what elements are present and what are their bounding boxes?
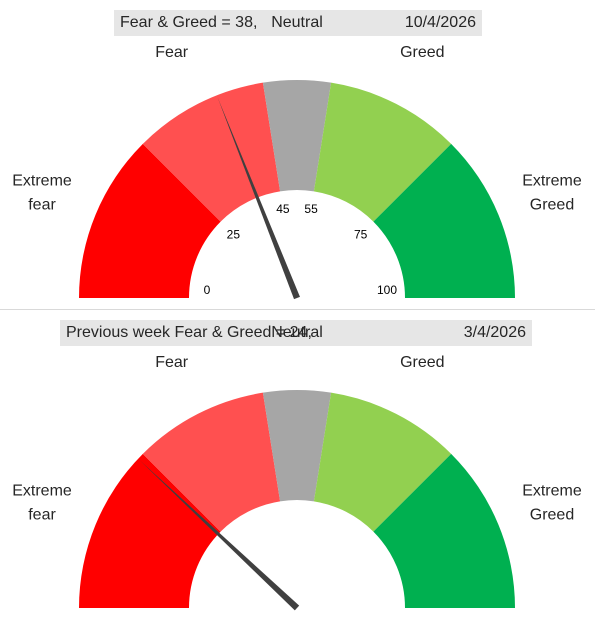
gauge-date: 10/4/2026 — [404, 14, 476, 31]
band-extreme-fear — [79, 453, 221, 608]
band-neutral — [262, 80, 332, 192]
current-gauge-chart: Extreme fear Fear Neutral Greed Extreme Greed 0… — [12, 14, 582, 300]
band-extreme-greed — [373, 143, 515, 298]
zone-label-greed: Greed — [400, 354, 444, 371]
zone-label-extreme-greed: Extreme Greed — [522, 172, 582, 213]
tick-label-45: 45 — [276, 202, 290, 216]
band-fear — [142, 392, 281, 532]
tick-label-75: 75 — [354, 227, 368, 241]
tick-label-25: 25 — [227, 227, 241, 241]
band-extreme-greed — [373, 453, 515, 608]
band-greed — [313, 82, 452, 222]
previous-gauge-panel: Previous week Fear & Greed = 24, 3/4/202… — [0, 310, 595, 620]
gauge-title-bar: Previous week Fear & Greed = 24, 3/4/202… — [60, 320, 532, 346]
panel-divider — [0, 309, 595, 310]
previous-gauge-chart: Extreme fear Fear Neutral Greed Extreme Greed — [12, 324, 582, 611]
zone-label-extreme-fear: Extreme fear — [12, 172, 72, 213]
gauge-needle — [217, 97, 300, 300]
current-gauge-panel: Fear & Greed = 38, 10/4/2026 Extreme fear… — [0, 0, 595, 310]
zone-label-extreme-greed: Extreme Greed — [522, 482, 582, 523]
gauge-title-bar: Fear & Greed = 38, 10/4/2026 — [114, 10, 482, 36]
gauge-title: Previous week Fear & Greed = 24, — [66, 324, 312, 341]
band-neutral — [262, 390, 332, 502]
band-greed — [313, 392, 452, 532]
band-extreme-fear — [79, 143, 221, 298]
zone-label-fear: Fear — [155, 44, 189, 61]
gauge-date: 3/4/2026 — [463, 324, 526, 341]
zone-label-neutral: Neutral — [271, 14, 323, 31]
gauge-title: Fear & Greed = 38, — [120, 14, 258, 31]
zone-label-greed: Greed — [400, 44, 444, 61]
zone-label-neutral: Neutral — [271, 324, 323, 341]
zone-label-fear: Fear — [155, 354, 189, 371]
tick-label-55: 55 — [304, 202, 318, 216]
tick-label-0: 0 — [204, 283, 211, 297]
zone-label-extreme-fear: Extreme fear — [12, 482, 72, 523]
tick-label-100: 100 — [377, 283, 397, 297]
gauge-needle — [139, 460, 300, 611]
band-fear — [142, 82, 281, 222]
